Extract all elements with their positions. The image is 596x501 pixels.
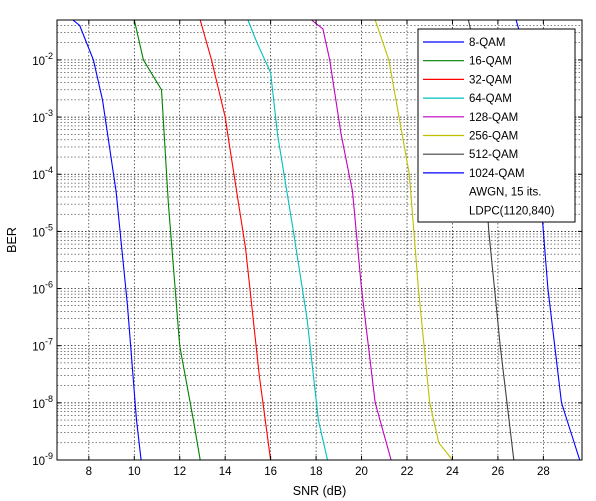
x-tick-label: 14 [219, 466, 232, 478]
x-tick-label: 10 [128, 466, 141, 478]
legend-note: AWGN, 15 its. [469, 187, 541, 199]
legend: 8-QAM 16-QAM 32-QAM 64-QAM 128-QAM 256-QAM 512… [417, 28, 576, 223]
legend-entry: 32-QAM [469, 74, 512, 86]
y-tick-label: 10-7 [32, 337, 53, 354]
axis-ticks: 8 10 12 14 16 18 20 22 24 26 28 10-9 10-8 10-7 10-6 10-… [32, 20, 582, 478]
y-tick-label: 10-4 [32, 165, 53, 182]
legend-entry: 1024-QAM [469, 168, 525, 180]
series-line-32-qam [199, 19, 272, 461]
y-tick-label: 10-6 [32, 280, 53, 297]
x-tick-label: 18 [310, 466, 323, 478]
x-tick-label: 20 [355, 466, 368, 478]
legend-entry: 512-QAM [469, 149, 518, 161]
legend-entry: 16-QAM [469, 56, 512, 68]
y-tick-label: 10-8 [32, 394, 53, 411]
series-line-256-qam [374, 19, 453, 461]
series-line-8-qam [72, 19, 142, 461]
legend-entry: 256-QAM [469, 131, 518, 143]
x-axis-label: SNR (dB) [293, 484, 346, 498]
x-tick-label: 12 [173, 466, 186, 478]
x-tick-label: 16 [264, 466, 277, 478]
x-tick-label: 28 [537, 466, 550, 478]
y-tick-label: 10-2 [32, 51, 53, 68]
y-axis-label: BER [5, 227, 19, 253]
series-line-64-qam [247, 19, 329, 461]
x-tick-label: 24 [446, 466, 459, 478]
legend-entry: 8-QAM [469, 37, 505, 49]
y-tick-label: 10-3 [32, 108, 53, 125]
x-tick-label: 22 [401, 466, 414, 478]
legend-entry: 128-QAM [469, 112, 518, 124]
y-tick-label: 10-5 [32, 222, 53, 239]
plot-frame [56, 19, 583, 461]
x-tick-label: 8 [86, 466, 92, 478]
x-tick-label: 26 [492, 466, 505, 478]
legend-note: LDPC(1120,840) [469, 205, 555, 217]
series-line-16-qam [133, 19, 201, 461]
series-line-128-qam [311, 19, 392, 461]
legend-entry: 64-QAM [469, 93, 512, 105]
y-tick-label: 10-9 [32, 451, 53, 468]
